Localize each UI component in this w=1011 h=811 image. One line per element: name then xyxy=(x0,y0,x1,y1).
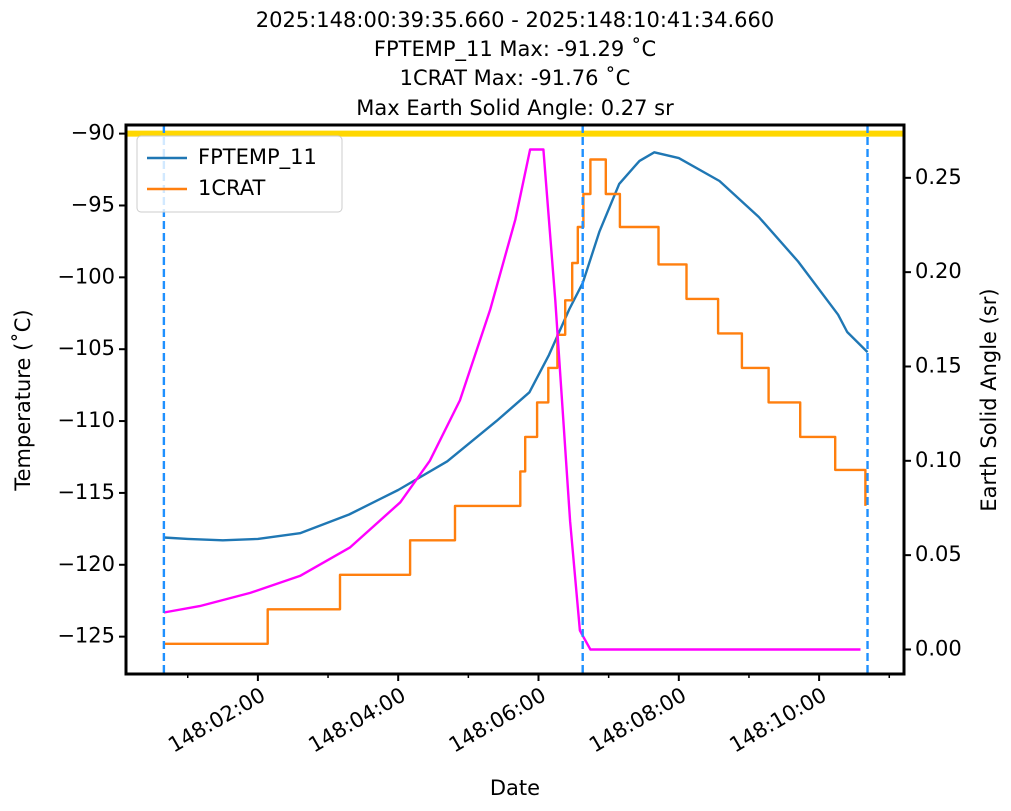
x-axis-label: Date xyxy=(490,776,540,800)
y-tick-label: −110 xyxy=(57,408,115,432)
y2-axis-label: Earth Solid Angle (sr) xyxy=(977,288,1001,511)
chart-title: 1CRAT Max: -91.76 ˚C xyxy=(400,66,631,90)
x-tick-label: 148:06:00 xyxy=(445,683,550,758)
y-tick-label: −100 xyxy=(57,264,115,288)
chart-title: Max Earth Solid Angle: 0.27 sr xyxy=(356,96,674,120)
y-tick-label: −105 xyxy=(57,336,115,360)
y2-tick-label: 0.25 xyxy=(915,165,962,189)
x-tick-label: 148:04:00 xyxy=(304,683,409,758)
y-tick-label: −95 xyxy=(71,192,115,216)
chart-title: FPTEMP_11 Max: -91.29 ˚C xyxy=(374,37,656,62)
y2-tick-label: 0.15 xyxy=(915,353,962,377)
series-line xyxy=(163,151,869,542)
y-tick-label: −115 xyxy=(57,480,115,504)
x-tick-label: 148:10:00 xyxy=(725,683,830,758)
y2-tick-label: 0.00 xyxy=(915,636,962,660)
y2-tick-label: 0.20 xyxy=(915,259,962,283)
legend-box xyxy=(136,135,343,213)
legend-label: FPTEMP_11 xyxy=(198,145,317,170)
x-tick-label: 148:02:00 xyxy=(164,683,269,758)
y2-tick-label: 0.05 xyxy=(915,542,962,566)
y-tick-label: −120 xyxy=(57,552,115,576)
series-line xyxy=(163,158,867,645)
series-line xyxy=(163,148,861,651)
x-tick-label: 148:08:00 xyxy=(585,683,690,758)
plot-frame xyxy=(124,123,906,676)
y-axis-label: Temperature (˚C) xyxy=(11,309,35,491)
plot-area xyxy=(126,125,904,674)
y-tick-label: −90 xyxy=(71,121,115,145)
chart-title: 2025:148:00:39:35.660 - 2025:148:10:41:3… xyxy=(256,8,774,32)
y2-tick-label: 0.10 xyxy=(915,448,962,472)
legend-label: 1CRAT xyxy=(198,176,265,200)
y-tick-label: −125 xyxy=(57,624,115,648)
